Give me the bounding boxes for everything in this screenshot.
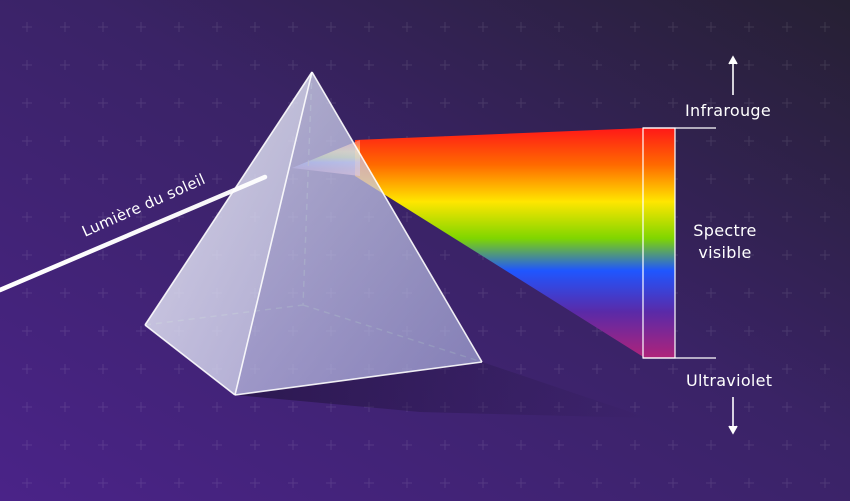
visible-spectrum-label: Spectre visible <box>690 220 760 264</box>
arrow-down-icon <box>728 397 738 435</box>
infrared-label: Infrarouge <box>685 101 772 120</box>
sunlight-beam <box>0 174 268 293</box>
visible-spectrum-label-line2: visible <box>698 243 752 262</box>
prism-inner-beam <box>292 140 360 176</box>
spectrum-bar <box>643 128 675 358</box>
prism-shadow <box>235 362 648 418</box>
ultraviolet-label: Ultraviolet <box>686 371 773 390</box>
spectrum-fan <box>355 128 645 358</box>
arrow-up-icon <box>728 55 738 95</box>
visible-spectrum-label-line1: Spectre <box>693 221 757 240</box>
prism-right-face <box>235 72 482 395</box>
prism-left-face <box>145 72 312 395</box>
prism-edges <box>144 71 483 396</box>
